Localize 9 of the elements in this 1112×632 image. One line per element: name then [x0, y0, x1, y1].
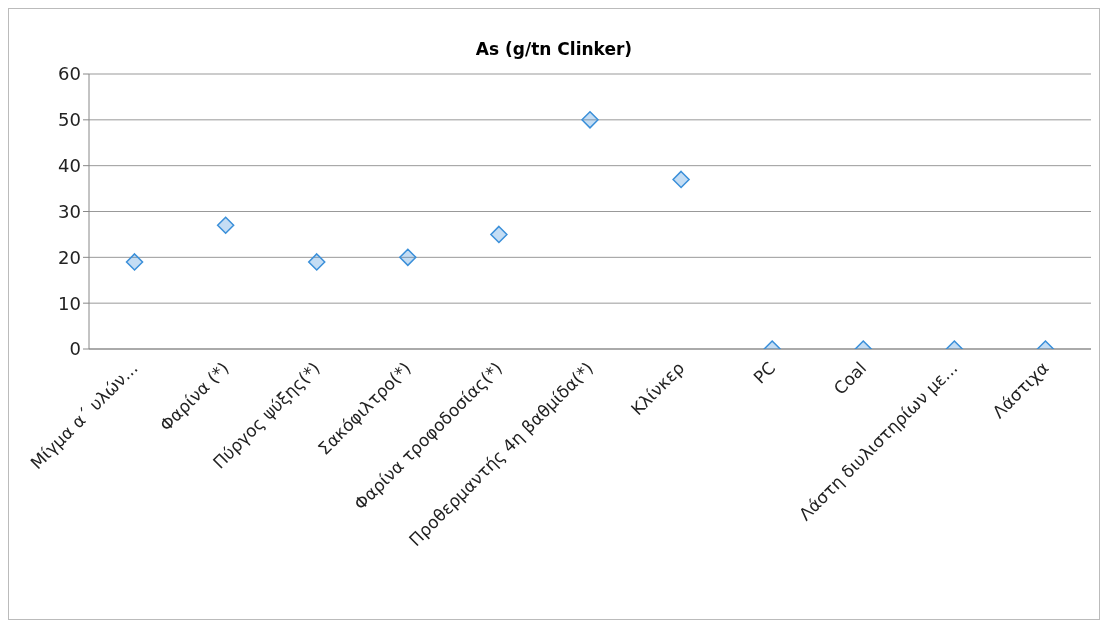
x-tick-label: PC: [749, 357, 780, 388]
y-tick-label: 0: [69, 338, 81, 360]
y-tick-label: 40: [58, 155, 81, 177]
y-tick-label: 10: [58, 292, 81, 314]
y-tick-label: 30: [58, 200, 81, 222]
y-tick-label: 60: [58, 63, 81, 85]
chart-title: As (g/tn Clinker): [474, 38, 634, 61]
y-tick-label: 20: [58, 246, 81, 268]
y-tick-label: 50: [58, 109, 81, 131]
